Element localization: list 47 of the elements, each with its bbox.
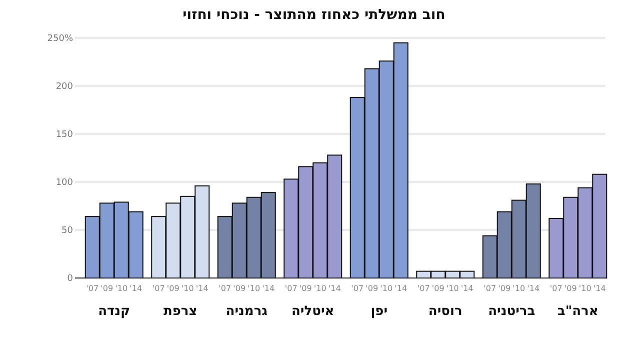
text: '14 (527, 284, 540, 293)
text: '09 (564, 284, 577, 293)
text: '09 (366, 284, 378, 293)
text: '10 (248, 284, 260, 293)
x-tick-label: גרמניה (226, 304, 268, 319)
chart-title: חוב ממשלתי כאחוז מהתוצר - נוכחי וחזוי (182, 7, 446, 23)
text: '09 (233, 284, 246, 293)
x-tick-label: איטליה (292, 304, 334, 319)
text: '10 (181, 284, 194, 293)
x-tick-label: קנדה (98, 304, 130, 319)
y-tick-label: 50 (62, 226, 74, 236)
text: '14 (460, 284, 474, 293)
text: '14 (262, 284, 275, 293)
y-tick-label: 0 (67, 274, 74, 284)
text: '07 (284, 284, 298, 293)
x-tick-label: צרפת (164, 304, 198, 319)
text: '07 (218, 284, 232, 293)
text: '10 (380, 284, 393, 293)
series-label: '14 (130, 284, 142, 293)
text: '14 (328, 284, 341, 293)
y-tick-label: 250% (47, 34, 74, 44)
series-label: '09 (100, 284, 114, 293)
text: '07 (152, 284, 165, 293)
text: '07 (550, 284, 562, 293)
text: '07 (351, 284, 364, 293)
series-label: '07 (86, 284, 99, 293)
text: '10 (446, 284, 459, 293)
x-tick-label: ארה"ב (557, 304, 598, 319)
series-label: '10 (115, 284, 128, 293)
y-tick-label: 100 (56, 178, 74, 188)
text: '10 (314, 284, 326, 293)
text: '09 (432, 284, 444, 293)
text: '09 (166, 284, 180, 293)
y-tick-label: 200 (56, 82, 74, 92)
text: '14 (593, 284, 606, 293)
x-tick-label: רוסיה (428, 304, 462, 319)
text: '09 (299, 284, 312, 293)
text: '10 (512, 284, 526, 293)
text: '14 (394, 284, 408, 293)
x-tick-label: יפן (370, 304, 388, 319)
text: '10 (578, 284, 592, 293)
text: '07 (417, 284, 430, 293)
text: '07 (484, 284, 496, 293)
y-tick-label: 150 (56, 130, 74, 140)
text: '14 (196, 284, 208, 293)
x-tick-label: בריטניה (488, 304, 536, 319)
text: '09 (498, 284, 511, 293)
